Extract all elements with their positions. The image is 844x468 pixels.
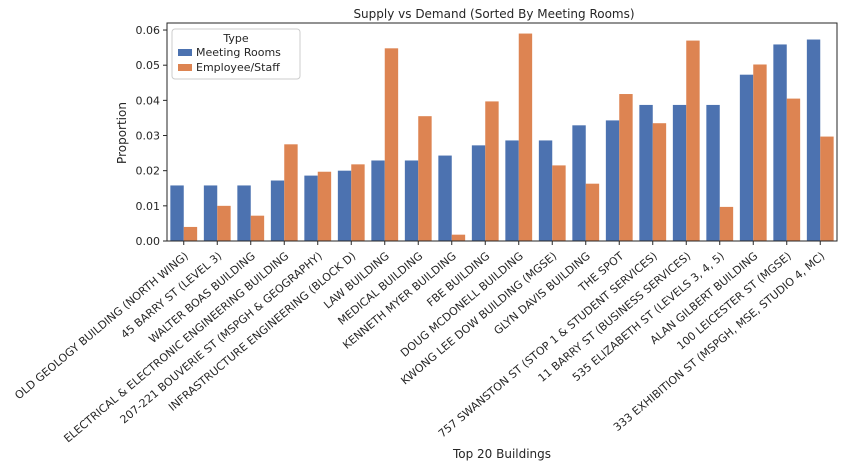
y-tick-label: 0.05 (136, 59, 161, 72)
bar-employee-staff (719, 206, 734, 241)
y-tick-label: 0.06 (136, 24, 161, 37)
bar-meeting-rooms (404, 160, 419, 241)
chart-title: Supply vs Demand (Sorted By Meeting Room… (353, 7, 634, 21)
plot-frame (166, 22, 838, 242)
bars-group (170, 33, 834, 242)
bar-meeting-rooms (371, 160, 385, 241)
bar-meeting-rooms (773, 44, 787, 242)
legend-title: Type (222, 32, 248, 45)
bar-meeting-rooms (203, 185, 218, 241)
y-tick-label: 0.00 (136, 235, 161, 248)
bar-employee-staff (284, 144, 298, 241)
y-axis-label: Proportion (115, 102, 129, 164)
y-tick-label: 0.02 (136, 165, 161, 178)
bar-employee-staff (250, 215, 265, 241)
bar-meeting-rooms (237, 185, 251, 241)
legend-swatch (178, 49, 192, 56)
y-tick-label: 0.01 (136, 200, 161, 213)
bar-meeting-rooms (706, 104, 720, 242)
x-axis: OLD GEOLOGY BUILDING (NORTH WING)45 BARR… (12, 241, 827, 445)
bar-meeting-rooms (739, 74, 754, 241)
bar-employee-staff (217, 205, 231, 241)
bar-employee-staff (753, 64, 767, 242)
bar-meeting-rooms (304, 175, 318, 241)
bar-employee-staff (786, 98, 801, 241)
x-axis-label: Top 20 Buildings (452, 447, 551, 461)
bar-meeting-rooms (572, 125, 586, 241)
bar-employee-staff (686, 40, 700, 241)
bar-employee-staff (351, 164, 365, 241)
bar-employee-staff (652, 123, 667, 241)
y-axis: 0.00 0.01 0.02 0.03 0.04 0.05 0.06 (136, 24, 167, 248)
bar-meeting-rooms (806, 39, 821, 241)
bar-employee-staff (451, 234, 466, 241)
y-tick-label: 0.04 (136, 94, 161, 107)
bar-employee-staff (518, 33, 533, 241)
bar-meeting-rooms (337, 170, 352, 241)
bar-employee-staff (820, 136, 834, 241)
bar-employee-staff (552, 165, 566, 241)
bar-meeting-rooms (605, 120, 620, 241)
legend-swatch (178, 64, 192, 71)
bar-employee-staff (384, 48, 399, 241)
legend-label: Employee/Staff (196, 61, 280, 74)
bar-meeting-rooms (471, 145, 486, 241)
bar-employee-staff (585, 183, 600, 241)
bar-meeting-rooms (505, 140, 519, 241)
y-tick-label: 0.03 (136, 130, 161, 143)
x-tick-label: ELECTRICAL & ELECTRONIC ENGINEERING BUIL… (61, 249, 291, 445)
bar-meeting-rooms (170, 185, 184, 241)
legend-label: Meeting Rooms (196, 46, 281, 59)
legend-box (171, 28, 301, 80)
bar-employee-staff (317, 171, 332, 241)
bar-employee-staff (619, 94, 633, 241)
bar-meeting-rooms (672, 104, 687, 242)
bar-employee-staff (485, 101, 499, 241)
bar-employee-staff (418, 116, 432, 241)
bar-meeting-rooms (270, 180, 285, 241)
bar-meeting-rooms (438, 155, 452, 241)
bar-employee-staff (183, 226, 198, 241)
bar-meeting-rooms (538, 140, 553, 241)
bar-meeting-rooms (639, 104, 653, 242)
